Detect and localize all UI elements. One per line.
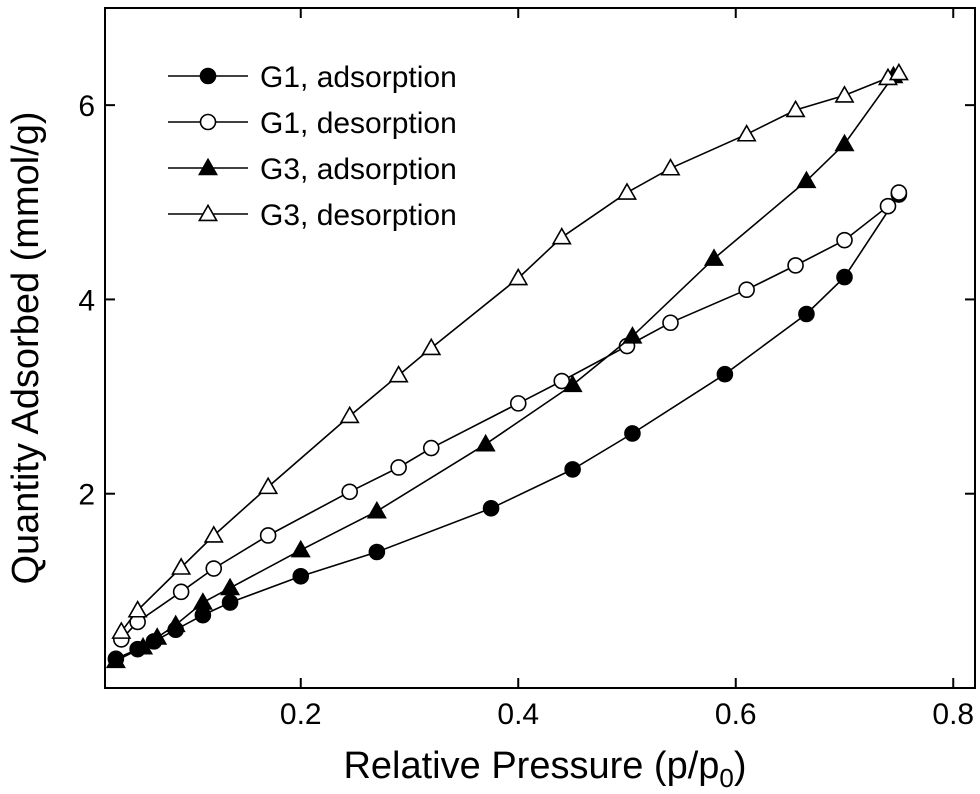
data-point [165,614,186,633]
data-point [796,170,817,189]
data-point [341,483,358,501]
data-point [258,476,279,495]
data-point [339,405,360,424]
data-point [736,124,757,142]
data-point [203,525,224,543]
tick-group: 0.2 0.4 0.6 0.8 2 4 6 [78,8,975,731]
legend-label: G1, desorption [260,107,457,140]
data-point [390,459,407,476]
data-point [422,439,440,457]
data-point [147,627,168,645]
y-tick-label: 2 [78,479,95,512]
data-point [292,567,310,585]
data-point [888,62,909,81]
x-tick-label: 0.8 [932,698,974,731]
data-point [879,197,897,215]
legend-label: G1, adsorption [260,61,457,94]
series-line [120,72,900,633]
series-line [120,192,900,640]
data-point [366,500,387,519]
data-point [798,305,815,323]
series-3 [105,65,904,669]
data-point [171,557,192,575]
data-point [127,600,148,618]
legend-item: G1, adsorption [168,61,457,94]
data-point [482,499,500,517]
data-point [221,594,239,611]
x-axis-label-subscript: 0 [719,763,733,793]
data-point [368,543,386,561]
data-point [836,231,853,249]
data-point [662,314,679,332]
legend-marker [199,113,217,131]
data-point [111,621,132,639]
data-point [787,257,804,274]
x-tick-label: 0.2 [280,698,322,731]
legend-marker [197,203,219,222]
data-point [564,461,581,478]
data-point [290,539,311,558]
data-point [509,395,527,412]
series-line [115,75,895,662]
data-point [220,577,241,596]
data-point [508,267,529,286]
data-point [738,281,755,299]
legend-marker [197,157,219,176]
data-point [660,158,681,176]
data-point [834,85,855,103]
x-tick-label: 0.6 [715,698,757,731]
data-point [562,374,583,393]
y-axis-label: Quantity Adsorbed (mmol/g) [5,111,47,584]
data-point [622,326,643,344]
legend-marker [199,67,217,85]
data-point [421,337,442,356]
chart-axes [104,7,976,689]
data-point [192,592,213,610]
data-point [703,248,725,266]
data-point [616,182,638,200]
data-point [551,227,572,245]
legend-label: G3, adsorption [260,153,457,186]
x-tick-label: 0.4 [497,698,539,731]
y-tick-label: 6 [78,90,95,123]
data-point [105,650,126,669]
data-point [716,365,734,383]
data-point [890,184,908,201]
plot-frame [104,7,976,689]
data-point [836,268,853,286]
data-point [133,636,154,655]
y-tick-label: 4 [78,284,95,317]
series-group [105,62,909,669]
data-point [172,583,190,601]
data-point [388,364,409,383]
legend-item: G1, desorption [168,107,457,140]
legend: G1, adsorption G1, desorption G3, adsorpti… [168,61,457,232]
data-point [205,560,223,577]
legend-item: G3, desorption [168,199,457,232]
data-point [194,606,212,624]
series-2 [113,184,908,648]
data-point [785,99,806,118]
legend-item: G3, adsorption [168,153,457,186]
data-point [475,433,496,452]
data-point [624,425,641,442]
legend-label: G3, desorption [260,199,457,232]
series-4 [111,62,909,639]
x-axis-label: Relative Pressure (p/p0) [343,745,746,793]
data-point [259,527,277,544]
data-point [834,133,855,152]
